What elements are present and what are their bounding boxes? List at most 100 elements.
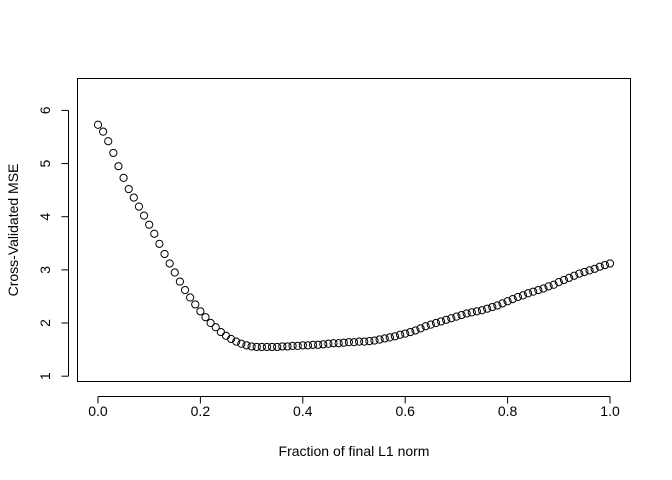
- data-point: [529, 287, 538, 296]
- data-point: [503, 297, 512, 306]
- x-tick-label: 0.4: [293, 403, 313, 419]
- data-point: [237, 339, 246, 348]
- y-tick-label: 1: [37, 372, 53, 380]
- data-point: [278, 342, 287, 351]
- data-point: [160, 249, 169, 259]
- data-point: [585, 266, 594, 275]
- data-point: [349, 338, 359, 347]
- data-point: [283, 342, 292, 351]
- y-tick-label: 3: [37, 266, 53, 274]
- data-point: [436, 317, 446, 326]
- data-point: [421, 322, 430, 331]
- data-point: [247, 342, 256, 351]
- data-point: [339, 338, 348, 347]
- plot-frame: [77, 78, 631, 382]
- data-point: [324, 339, 333, 348]
- data-point: [273, 342, 282, 352]
- data-point: [462, 309, 471, 318]
- data-point: [211, 323, 220, 332]
- data-point: [360, 337, 369, 346]
- data-point: [232, 337, 241, 346]
- y-axis-label: Cross-Validated MSE: [5, 164, 21, 297]
- data-point: [580, 267, 589, 277]
- data-point: [170, 268, 179, 277]
- data-point: [206, 318, 215, 328]
- data-point: [257, 342, 266, 352]
- data-point: [298, 341, 307, 350]
- data-point: [575, 269, 584, 278]
- data-point: [416, 324, 425, 333]
- data-point: [605, 259, 615, 268]
- data-point: [406, 327, 415, 337]
- data-point: [385, 333, 394, 342]
- y-axis: 1 2 3 4 5 6: [37, 106, 69, 380]
- data-point: [570, 271, 579, 280]
- data-point: [600, 260, 609, 270]
- data-point: [288, 341, 297, 350]
- data-point: [493, 301, 502, 310]
- data-point: [242, 341, 251, 350]
- data-point: [319, 340, 328, 349]
- data-point: [124, 184, 133, 194]
- data-point: [109, 148, 118, 158]
- data-point: [457, 310, 466, 320]
- y-tick-label: 2: [37, 319, 53, 327]
- x-tick-label: 0.8: [498, 403, 518, 419]
- data-point: [595, 262, 604, 271]
- data-point: [477, 306, 487, 315]
- data-point: [431, 318, 441, 328]
- x-tick-label: 1.0: [600, 403, 620, 419]
- data-point: [442, 315, 451, 324]
- data-point: [308, 340, 318, 349]
- data-point: [119, 173, 128, 183]
- data-point: [590, 264, 599, 273]
- data-point: [554, 277, 563, 287]
- data-point: [534, 285, 543, 295]
- data-point: [293, 341, 302, 350]
- data-point: [508, 295, 517, 304]
- data-point: [401, 329, 410, 338]
- data-point: [252, 342, 261, 352]
- data-point: [488, 302, 497, 312]
- data-point: [539, 284, 548, 293]
- x-tick-label: 0.2: [191, 403, 211, 419]
- data-point: [227, 334, 236, 344]
- data-point: [370, 336, 379, 345]
- data-point: [201, 313, 210, 322]
- data-point: [426, 320, 435, 329]
- data-point: [513, 292, 522, 302]
- data-point: [114, 162, 123, 171]
- data-point: [564, 273, 574, 282]
- data-point: [191, 300, 200, 309]
- data-point: [544, 282, 553, 291]
- data-point: [390, 332, 400, 341]
- data-point: [452, 312, 461, 321]
- data-point: [549, 280, 558, 289]
- data-point: [93, 120, 103, 129]
- data-point: [180, 285, 190, 295]
- data-point: [483, 304, 492, 313]
- data-point: [447, 314, 456, 323]
- data-point: [355, 337, 364, 346]
- data-point: [155, 239, 164, 248]
- data-point: [99, 127, 108, 136]
- data-point: [165, 259, 174, 268]
- data-point: [365, 337, 374, 346]
- data-point: [518, 291, 528, 300]
- data-point: [267, 342, 277, 352]
- data-point: [344, 338, 353, 347]
- data-point: [186, 293, 195, 302]
- data-point: [498, 299, 507, 308]
- data-point: [175, 277, 185, 286]
- data-point: [411, 326, 420, 335]
- data-points: [93, 120, 615, 352]
- data-point: [380, 334, 389, 343]
- data-point: [314, 340, 323, 349]
- data-point: [145, 220, 154, 229]
- data-point: [129, 193, 138, 202]
- x-tick-label: 0.6: [395, 403, 415, 419]
- data-point: [303, 341, 313, 350]
- y-tick-label: 5: [37, 159, 53, 167]
- data-point: [559, 275, 569, 285]
